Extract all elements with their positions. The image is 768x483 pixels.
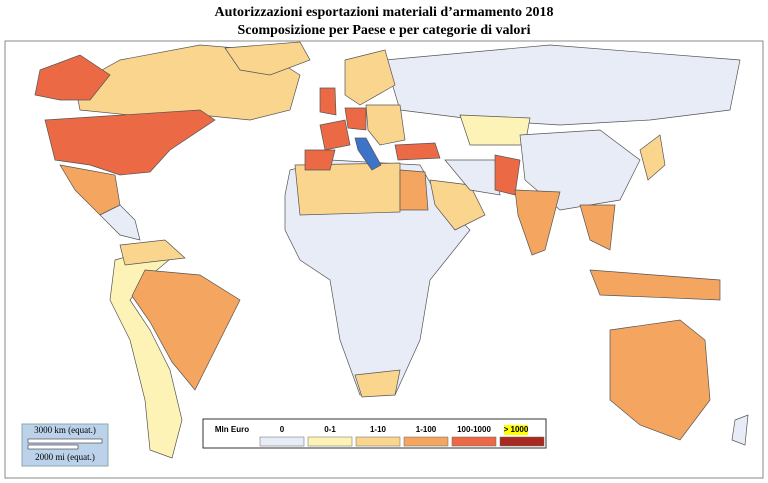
france bbox=[319, 119, 351, 151]
legend-swatch bbox=[307, 436, 353, 447]
scale-km: 3000 km (equat.) bbox=[34, 425, 96, 435]
uk bbox=[319, 87, 337, 116]
turkey bbox=[394, 142, 441, 161]
scale-mi: 2000 mi (equat.) bbox=[35, 452, 95, 462]
central-america bbox=[99, 204, 141, 241]
scale-line bbox=[27, 438, 103, 444]
legend-swatch bbox=[451, 436, 497, 447]
russia bbox=[384, 44, 741, 126]
iran bbox=[444, 159, 501, 196]
legend-label: 100-1000 bbox=[457, 425, 491, 434]
italy bbox=[354, 137, 382, 171]
india bbox=[514, 189, 561, 256]
legend-label: 1-100 bbox=[416, 425, 437, 434]
legend-label: > 1000 bbox=[504, 425, 529, 434]
north-south-america bbox=[119, 239, 186, 266]
alaska bbox=[34, 54, 111, 101]
legend-highlight bbox=[504, 425, 528, 435]
japan bbox=[639, 134, 666, 181]
china bbox=[519, 129, 641, 211]
legend-unit: Mln Euro bbox=[215, 425, 249, 434]
legend-swatch bbox=[355, 436, 401, 447]
legend-swatch bbox=[259, 436, 305, 447]
indonesia bbox=[589, 269, 721, 301]
egypt bbox=[399, 169, 429, 211]
southeast-asia bbox=[579, 204, 616, 251]
scandinavia bbox=[344, 49, 396, 106]
australia bbox=[609, 319, 711, 441]
legend-label: 1-10 bbox=[370, 425, 387, 434]
subtitle: Scomposizione per Paese e per categorie … bbox=[237, 23, 530, 38]
north-africa bbox=[294, 162, 401, 216]
spain bbox=[304, 149, 336, 171]
usa bbox=[44, 109, 216, 176]
map bbox=[34, 41, 749, 459]
legend-label: 0 bbox=[280, 425, 285, 434]
legend-swatch bbox=[499, 436, 545, 447]
eastern-europe bbox=[365, 104, 406, 146]
south-africa bbox=[354, 369, 401, 398]
new-zealand bbox=[731, 414, 749, 446]
arabia bbox=[429, 179, 486, 231]
title: Autorizzazioni esportazioni materiali d’… bbox=[214, 5, 553, 20]
legend: Mln Euro 0 0-1 1-10 1-100 100-1000 > 1000 bbox=[202, 418, 547, 449]
scale-bar: 3000 km (equat.) 2000 mi (equat.) bbox=[21, 423, 109, 467]
greenland bbox=[224, 41, 311, 76]
legend-swatch bbox=[403, 436, 449, 447]
kazakhstan bbox=[459, 114, 531, 146]
brazil bbox=[131, 269, 241, 391]
pakistan bbox=[494, 154, 521, 196]
scale-line bbox=[27, 444, 79, 450]
legend-label: 0-1 bbox=[324, 425, 336, 434]
germany bbox=[344, 107, 367, 131]
